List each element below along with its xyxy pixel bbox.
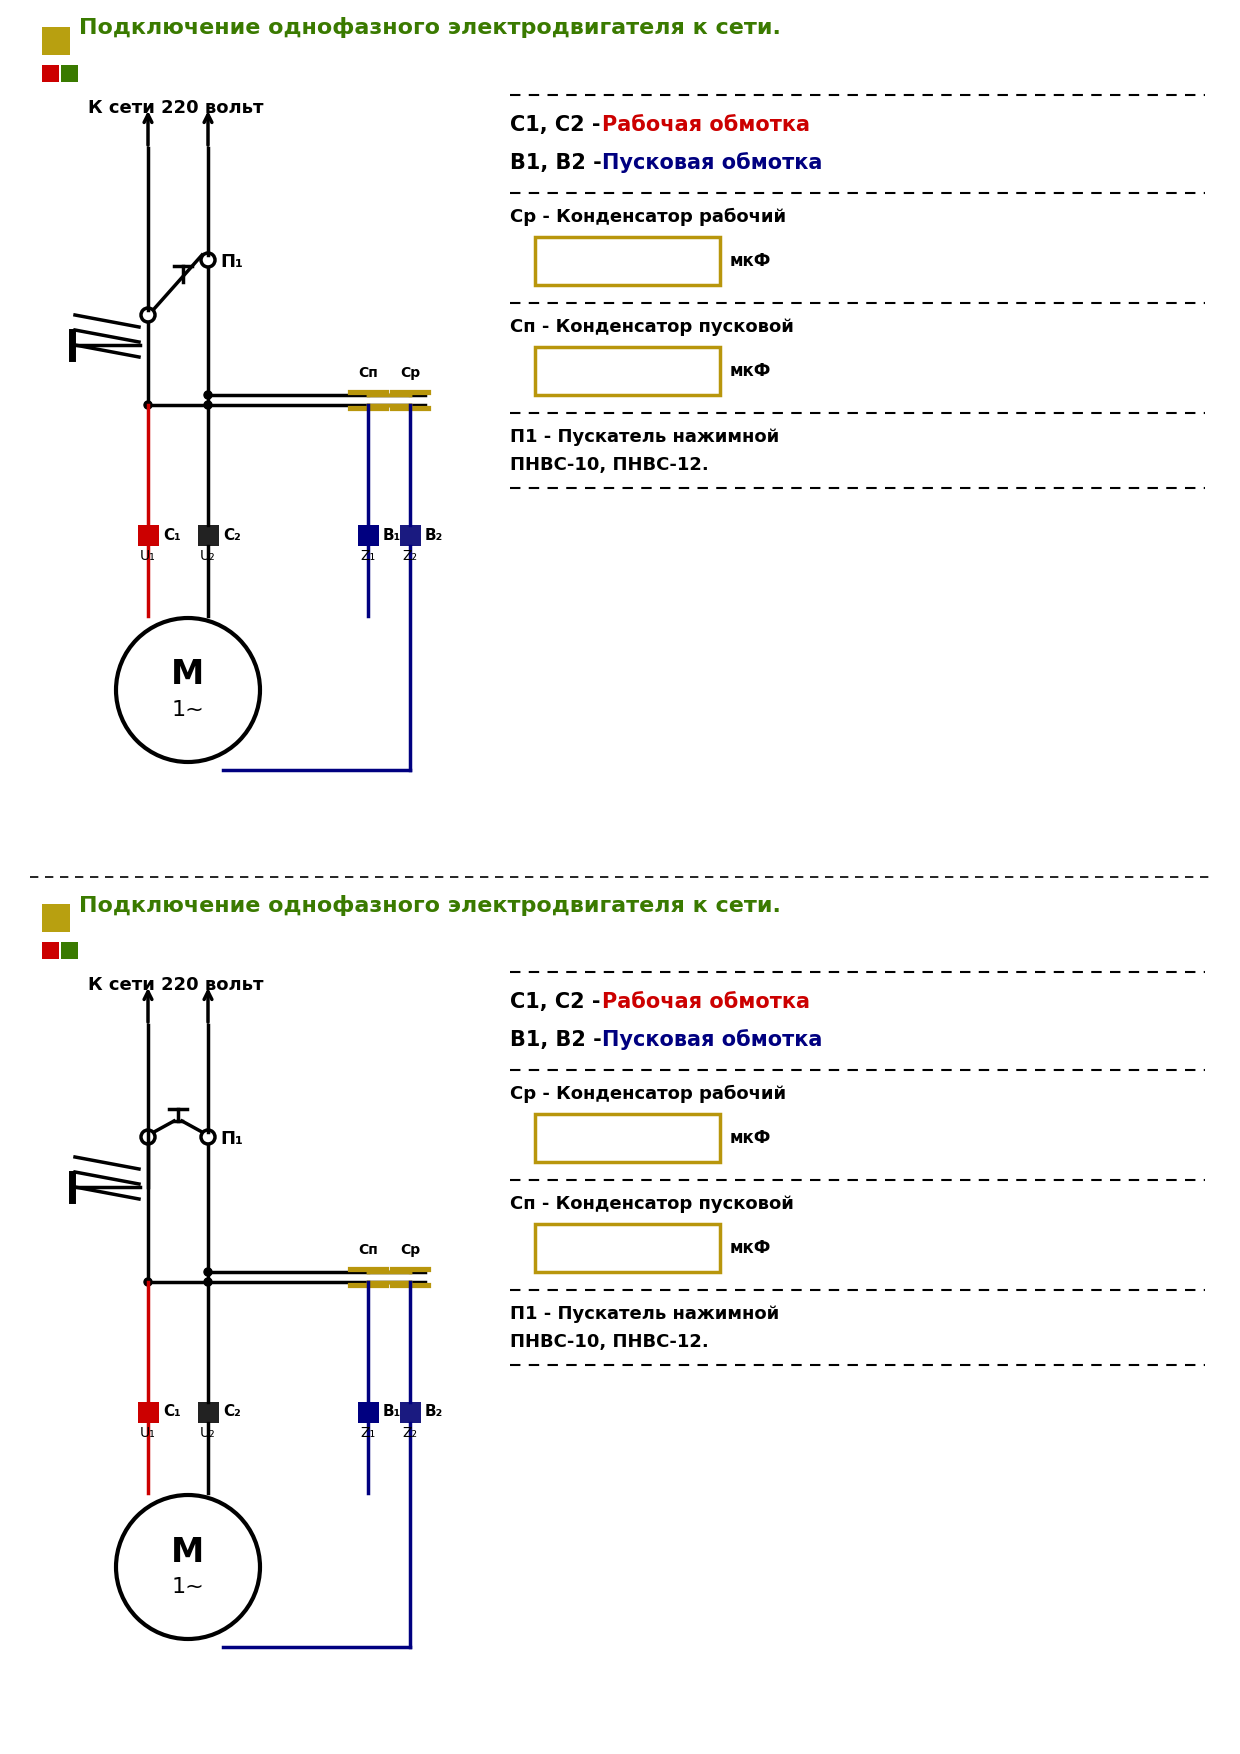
Text: U₁: U₁	[140, 549, 156, 563]
Text: М: М	[171, 1535, 205, 1568]
Text: мкФ: мкФ	[730, 1238, 771, 1258]
Text: П1 - Пускатель нажимной: П1 - Пускатель нажимной	[510, 1305, 779, 1323]
Bar	[138, 1401, 159, 1422]
Text: П₁: П₁	[219, 253, 243, 272]
Text: Z₁: Z₁	[361, 1426, 376, 1440]
Circle shape	[144, 1279, 153, 1286]
Text: В₁: В₁	[383, 528, 402, 542]
Text: Подключение однофазного электродвигателя к сети.: Подключение однофазного электродвигателя…	[79, 18, 781, 39]
Text: Ср: Ср	[401, 367, 420, 381]
Text: Пусковая обмотка: Пусковая обмотка	[601, 153, 822, 174]
Bar	[42, 65, 60, 82]
Text: Ср: Ср	[401, 1244, 420, 1258]
Circle shape	[141, 309, 155, 323]
Text: С₁: С₁	[162, 528, 181, 542]
Text: Сп: Сп	[358, 1244, 378, 1258]
Bar	[61, 942, 78, 959]
Text: Ср - Конденсатор рабочий: Ср - Конденсатор рабочий	[510, 209, 786, 226]
Bar	[42, 903, 69, 931]
Bar	[534, 237, 720, 284]
Text: Пусковая обмотка: Пусковая обмотка	[601, 1030, 822, 1051]
Bar	[61, 65, 78, 82]
Bar	[198, 524, 219, 545]
Text: 1~: 1~	[171, 700, 205, 719]
Text: С1, С2 -: С1, С2 -	[510, 993, 608, 1012]
Text: С₁: С₁	[162, 1405, 181, 1419]
Text: П₁: П₁	[219, 1130, 243, 1149]
Text: U₂: U₂	[200, 1426, 216, 1440]
Text: мкФ: мкФ	[730, 253, 771, 270]
Bar	[358, 1401, 379, 1422]
Text: С₂: С₂	[223, 1405, 241, 1419]
Text: К сети 220 вольт: К сети 220 вольт	[88, 98, 263, 118]
Text: Сп - Конденсатор пусковой: Сп - Конденсатор пусковой	[510, 1194, 794, 1214]
Circle shape	[205, 402, 212, 409]
Bar	[401, 524, 422, 545]
Bar	[534, 1114, 720, 1161]
Circle shape	[117, 617, 260, 761]
Text: Сп - Конденсатор пусковой: Сп - Конденсатор пусковой	[510, 317, 794, 337]
Text: ПНВС-10, ПНВС-12.: ПНВС-10, ПНВС-12.	[510, 1333, 709, 1351]
Text: мкФ: мкФ	[730, 1130, 771, 1147]
Text: Сп: Сп	[358, 367, 378, 381]
Circle shape	[205, 1268, 212, 1275]
Bar	[358, 524, 379, 545]
Text: П1 - Пускатель нажимной: П1 - Пускатель нажимной	[510, 428, 779, 446]
Bar	[198, 1401, 219, 1422]
Text: U₂: U₂	[200, 549, 216, 563]
Text: С1, С2 -: С1, С2 -	[510, 116, 608, 135]
Text: U₁: U₁	[140, 1426, 156, 1440]
Text: мкФ: мкФ	[730, 361, 771, 381]
Text: Рабочая обмотка: Рабочая обмотка	[601, 116, 810, 135]
Bar	[401, 1401, 422, 1422]
Circle shape	[117, 1494, 260, 1638]
Bar	[42, 26, 69, 54]
Text: Ср - Конденсатор рабочий: Ср - Конденсатор рабочий	[510, 1086, 786, 1103]
Text: С₂: С₂	[223, 528, 241, 542]
Text: Z₂: Z₂	[403, 1426, 418, 1440]
Circle shape	[205, 1279, 212, 1286]
Bar	[138, 524, 159, 545]
Text: Z₁: Z₁	[361, 549, 376, 563]
Bar	[534, 347, 720, 395]
Text: М: М	[171, 658, 205, 691]
Circle shape	[201, 1130, 215, 1144]
Text: Z₂: Z₂	[403, 549, 418, 563]
Text: В₁: В₁	[383, 1405, 402, 1419]
Text: В1, В2 -: В1, В2 -	[510, 153, 609, 174]
Text: ПНВС-10, ПНВС-12.: ПНВС-10, ПНВС-12.	[510, 456, 709, 474]
Text: В₂: В₂	[425, 1405, 443, 1419]
Text: Подключение однофазного электродвигателя к сети.: Подключение однофазного электродвигателя…	[79, 895, 781, 916]
Circle shape	[141, 1130, 155, 1144]
Bar	[42, 942, 60, 959]
Text: 1~: 1~	[171, 1577, 205, 1596]
Text: В₂: В₂	[425, 528, 443, 542]
Text: В1, В2 -: В1, В2 -	[510, 1030, 609, 1051]
Circle shape	[201, 253, 215, 267]
Text: К сети 220 вольт: К сети 220 вольт	[88, 975, 263, 995]
Bar	[534, 1224, 720, 1272]
Text: Рабочая обмотка: Рабочая обмотка	[601, 993, 810, 1012]
Circle shape	[205, 391, 212, 398]
Circle shape	[144, 402, 153, 409]
